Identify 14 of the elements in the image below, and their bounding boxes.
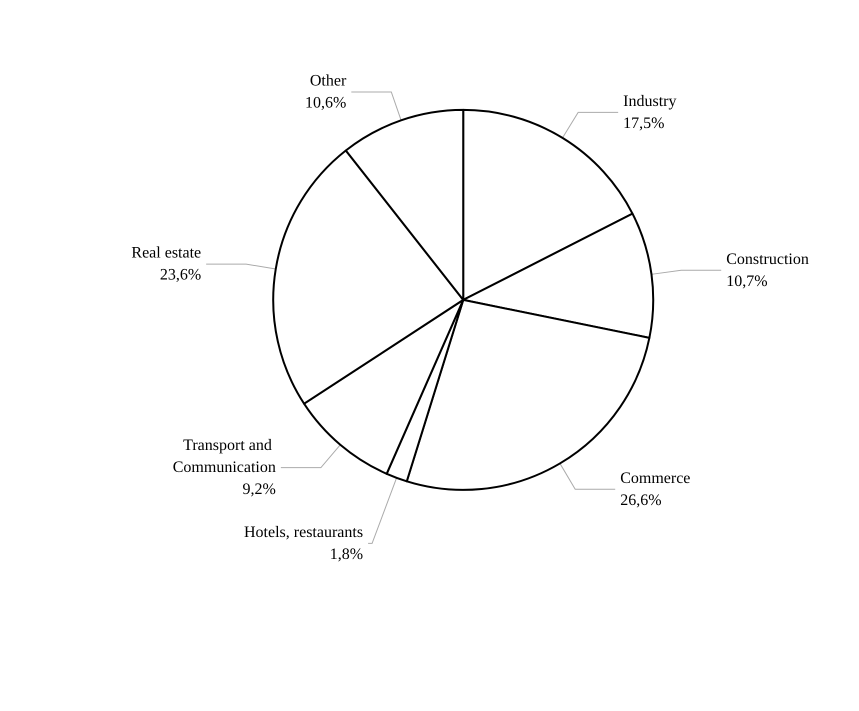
- slice-label: Hotels, restaurants: [244, 524, 364, 541]
- slice-label: Other: [310, 72, 347, 90]
- data-label: 10,7%: [726, 272, 768, 290]
- data-label: 17,5%: [623, 114, 664, 132]
- slice-label: Commerce: [620, 470, 690, 487]
- slice-label: Transport and Communication: [172, 437, 276, 476]
- slice-label: Real estate: [131, 244, 202, 262]
- slice-label: Industry: [623, 92, 676, 110]
- data-label: 23,6%: [160, 266, 202, 284]
- data-label: 9,2%: [242, 481, 276, 498]
- data-label: 1,8%: [330, 546, 364, 563]
- data-label: 26,6%: [620, 492, 662, 509]
- data-label: 10,6%: [304, 94, 346, 112]
- slice-label: Construction: [726, 250, 809, 268]
